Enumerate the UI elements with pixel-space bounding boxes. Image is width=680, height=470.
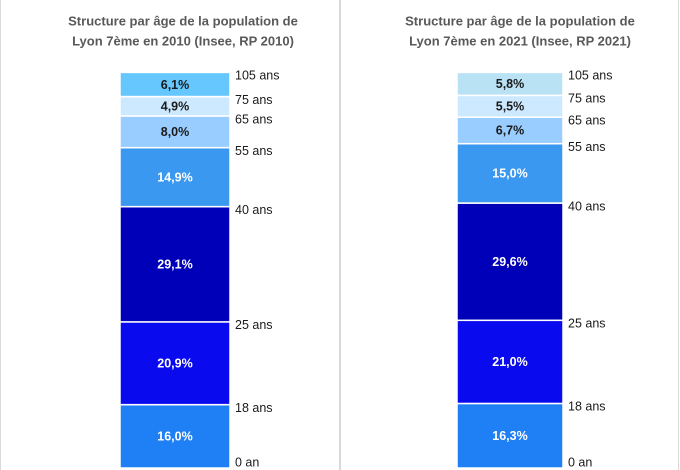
value-label: 8,0% bbox=[161, 125, 190, 139]
boundary-label: 18 ans bbox=[235, 401, 273, 415]
bar-segment bbox=[456, 202, 564, 322]
panel-frame bbox=[0, 0, 340, 470]
value-label: 14,9% bbox=[157, 170, 192, 184]
bar-segment bbox=[456, 319, 564, 405]
value-label: 16,3% bbox=[492, 429, 527, 443]
chart-title: Lyon 7ème en 2021 (Insee, RP 2021) bbox=[409, 33, 631, 48]
bar-segment bbox=[119, 321, 231, 406]
bar-segment bbox=[119, 146, 231, 208]
boundary-label: 105 ans bbox=[235, 69, 279, 83]
value-label: 4,9% bbox=[161, 100, 190, 114]
value-label: 20,9% bbox=[157, 357, 192, 371]
boundary-label: 0 an bbox=[235, 455, 259, 469]
boundary-label: 105 ans bbox=[568, 69, 612, 83]
bar-segment bbox=[456, 71, 564, 97]
chart-title: Structure par âge de la population de bbox=[68, 13, 298, 28]
value-label: 16,0% bbox=[157, 430, 192, 444]
value-label: 6,7% bbox=[496, 124, 525, 138]
boundary-label: 0 an bbox=[568, 455, 592, 469]
bar-segment bbox=[119, 71, 231, 98]
boundary-label: 40 ans bbox=[568, 199, 606, 213]
boundary-label: 18 ans bbox=[568, 400, 606, 414]
chart-title: Lyon 7ème en 2010 (Insee, RP 2010) bbox=[72, 33, 294, 48]
boundary-label: 75 ans bbox=[568, 92, 606, 106]
value-label: 15,0% bbox=[492, 167, 527, 181]
bar-segment bbox=[119, 115, 231, 149]
boundary-label: 55 ans bbox=[568, 140, 606, 154]
boundary-label: 40 ans bbox=[235, 203, 273, 217]
bar-segment bbox=[456, 116, 564, 145]
boundary-label: 65 ans bbox=[568, 113, 606, 127]
boundary-label: 75 ans bbox=[235, 93, 273, 107]
boundary-label: 25 ans bbox=[568, 317, 606, 331]
value-label: 29,6% bbox=[492, 255, 527, 269]
value-label: 5,8% bbox=[496, 77, 525, 91]
value-label: 29,1% bbox=[157, 258, 192, 272]
bar-segment bbox=[456, 142, 564, 204]
boundary-label: 25 ans bbox=[235, 318, 273, 332]
chart-title: Structure par âge de la population de bbox=[405, 13, 635, 28]
panel-frame bbox=[340, 0, 679, 470]
bar-segment bbox=[456, 402, 564, 469]
value-label: 6,1% bbox=[161, 78, 190, 92]
value-label: 21,0% bbox=[492, 355, 527, 369]
boundary-label: 55 ans bbox=[235, 144, 273, 158]
value-label: 5,5% bbox=[496, 100, 525, 114]
boundary-label: 65 ans bbox=[235, 112, 273, 126]
